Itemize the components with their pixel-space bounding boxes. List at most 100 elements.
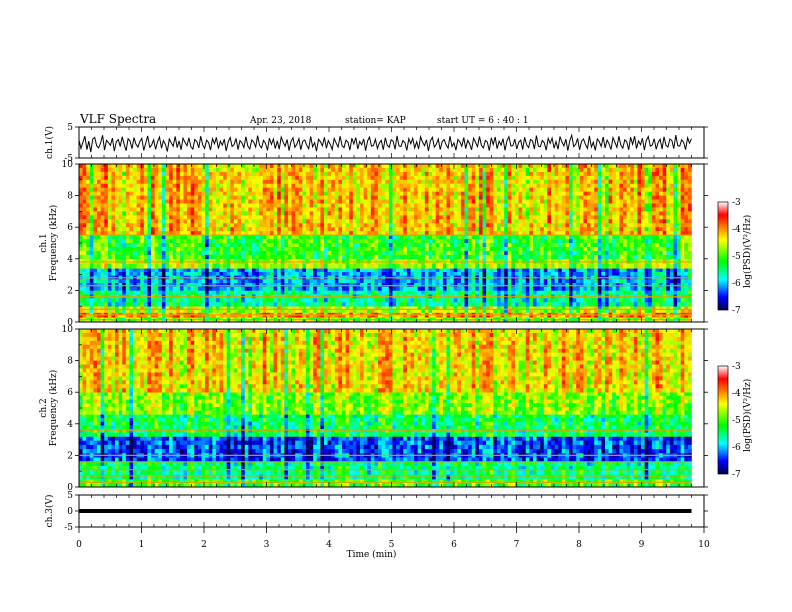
spec1-cell (392, 283, 397, 288)
spec1-cell (291, 279, 296, 284)
spec1-cell (374, 235, 379, 240)
spec1-cell (284, 312, 289, 316)
spec1-cell (482, 258, 487, 264)
spec1-cell (158, 164, 163, 169)
spec1-cell (583, 171, 588, 177)
spec1-cell (651, 235, 656, 240)
spec1-cell (496, 164, 501, 169)
spec1-cell (133, 271, 137, 276)
spec1-cell (223, 298, 228, 303)
spec1-cell (111, 164, 116, 169)
spec1-cell (500, 263, 505, 269)
spec1-cell (266, 286, 271, 291)
spec1-cell (619, 286, 624, 291)
spec1-cell (468, 290, 473, 295)
spec1-cell (370, 317, 375, 320)
spec1-cell (536, 319, 541, 323)
spec1-cell (666, 254, 671, 260)
spec1-cell (442, 171, 447, 177)
spec1-cell (633, 246, 638, 252)
spec1-cell (259, 279, 264, 284)
spec1-cell (370, 298, 375, 303)
spec1-cell (352, 317, 357, 320)
spec1-cell (327, 298, 332, 303)
spec1-cell (309, 317, 314, 320)
spec1-cell (514, 290, 519, 295)
spec1-cell (104, 290, 109, 295)
spec1-cell (342, 179, 346, 185)
spec1-cell (118, 268, 123, 273)
spec1-cell (385, 286, 390, 291)
spec1-cell (248, 175, 253, 181)
spec1-cell (143, 319, 148, 323)
spec1-cell (637, 167, 642, 173)
spec1-cell (349, 271, 354, 276)
spec1-cell (605, 319, 609, 323)
spec1-cell (194, 171, 199, 177)
spec1-cell (392, 258, 397, 264)
spec1-cell (612, 271, 617, 276)
spec1-cell (439, 309, 444, 313)
spec1-cell (338, 235, 343, 240)
spec1-cell (219, 290, 224, 295)
spec1-cell (295, 286, 300, 291)
spec1-cell (363, 164, 368, 169)
spec1-cell (197, 312, 202, 316)
spec1-cell (305, 271, 310, 276)
spec1-cell (594, 298, 599, 303)
spec1-cell (255, 279, 260, 284)
spec1-cell (367, 254, 372, 260)
spec1-cell (241, 167, 246, 173)
spec1-cell (324, 164, 328, 169)
spec1-cell (226, 258, 231, 264)
spec1-cell (100, 298, 105, 303)
spec1-cell (522, 309, 527, 313)
spec1-cell (428, 175, 433, 181)
spec1-cell (626, 271, 631, 276)
spec1-cell (259, 306, 264, 310)
spec1-cell (550, 164, 555, 169)
spec1-cell (590, 167, 595, 173)
spec1-cell (205, 298, 209, 303)
spec1-cell (287, 283, 292, 288)
spec1-cell (590, 243, 595, 248)
spec1-cell (169, 258, 173, 264)
spec1-cell (169, 271, 173, 276)
spec1-cell (298, 246, 303, 252)
spec1-cell (158, 298, 163, 303)
spec1-cell (572, 246, 577, 252)
spec1-cell (334, 246, 339, 252)
spec1-cell (399, 279, 404, 284)
spec1-cell (641, 271, 645, 276)
spec1-cell (208, 312, 213, 316)
spec1-cell (367, 271, 372, 276)
spec1-cell (345, 175, 350, 181)
spec1-cell (93, 319, 98, 323)
spec1-cell (579, 279, 584, 284)
spec1-cell (655, 306, 660, 310)
spec1-cell (504, 314, 509, 318)
spec1-cell (305, 239, 310, 244)
spec1-cell (457, 246, 462, 252)
spec1-cell (522, 175, 527, 181)
spec1-cell (569, 263, 573, 269)
spec1-cell (93, 309, 98, 313)
spec1-cell (309, 286, 314, 291)
spec1-cell (648, 314, 653, 318)
spec1-cell (457, 317, 462, 320)
spec1-cell (136, 317, 141, 320)
spec1-cell (410, 298, 415, 303)
spec1-cell (662, 243, 667, 248)
spec1-cell (309, 239, 314, 244)
spec1-cell (79, 167, 83, 173)
spec1-cell (500, 179, 505, 185)
spec1-cell (381, 314, 386, 318)
spec1-cell (507, 243, 512, 248)
spec1-cell (590, 298, 595, 303)
spec1-cell (450, 279, 454, 284)
spec1-cell (342, 290, 346, 295)
spec1-cell (230, 279, 235, 284)
spec1-cell (414, 317, 418, 320)
spec1-cell (115, 286, 119, 291)
spec1-cell (475, 309, 480, 313)
